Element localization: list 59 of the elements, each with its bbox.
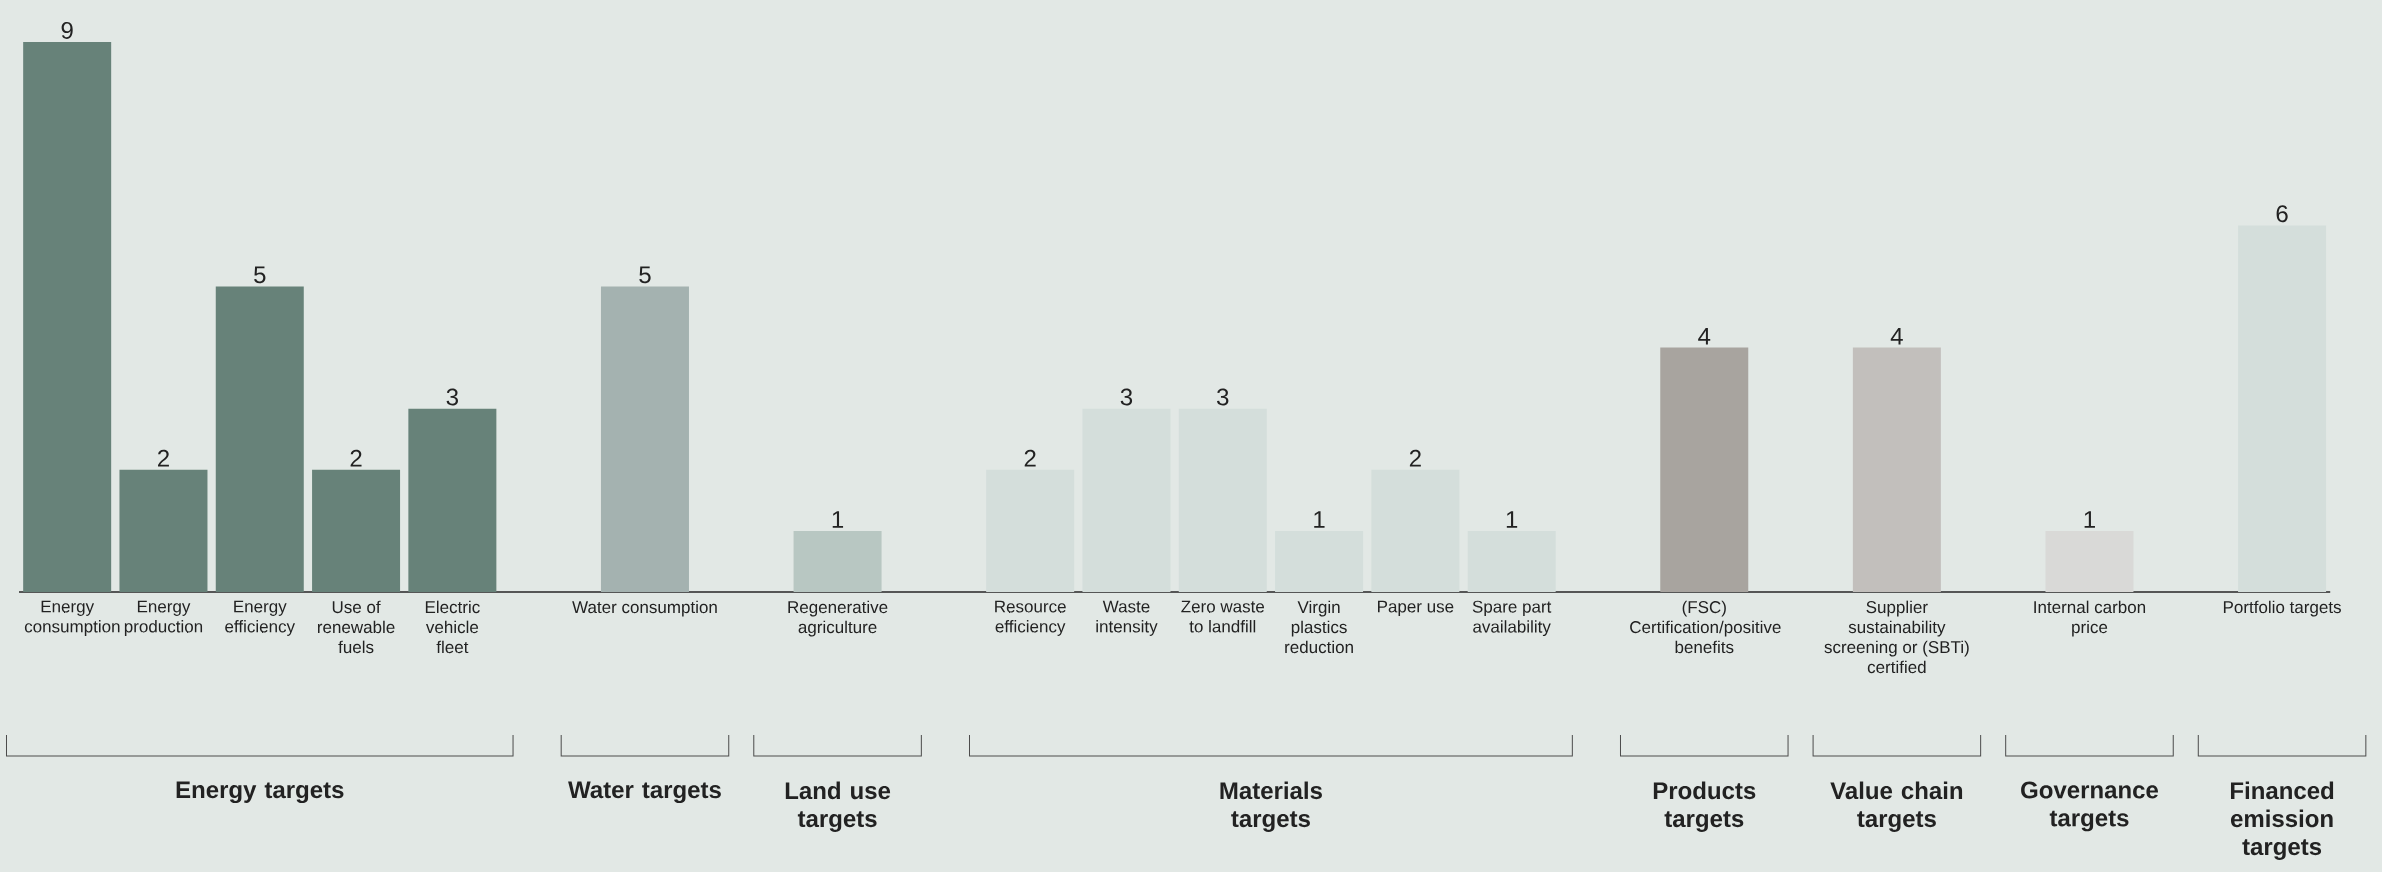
x-tick-label: Resource efficiency <box>995 600 1066 636</box>
bar <box>793 530 882 592</box>
bar <box>1178 408 1267 592</box>
bar <box>1371 469 1460 592</box>
x-tick-label: Waste intensity <box>1096 600 1158 636</box>
text: Products targets <box>1653 781 1756 832</box>
text: Value chain targets <box>1830 781 1963 832</box>
data-label: 9 <box>61 21 73 39</box>
data-label: 3 <box>446 388 458 406</box>
bar <box>2045 530 2134 592</box>
text: Materials targets <box>1220 781 1322 832</box>
data-label: 1 <box>1314 511 1325 528</box>
data-label: 2 <box>1409 449 1421 467</box>
data-label: 1 <box>1506 511 1518 528</box>
bar <box>1852 347 1941 592</box>
x-tick-label: (FSC) Certification/positive benefits <box>1630 600 1781 654</box>
x-tick-label: Electric vehicle fleet <box>425 600 480 654</box>
text: Land use targets <box>785 781 891 832</box>
x-tick-label: Virgin plastics reduction <box>1285 600 1353 654</box>
x-tick-label: Energy consumption <box>24 600 120 636</box>
data-label: 6 <box>2276 205 2288 223</box>
bar <box>2238 225 2327 592</box>
data-label: 3 <box>1120 388 1133 406</box>
data-label: 2 <box>158 449 169 467</box>
x-tick-label: Paper use <box>1378 600 1454 616</box>
bar <box>986 469 1075 592</box>
bar <box>1275 530 1364 592</box>
data-label: 3 <box>1217 388 1229 406</box>
x-tick-label: Water consumption <box>572 600 717 617</box>
x-tick-label: Spare part availability <box>1472 600 1552 637</box>
x-tick-label: Use of renewable fuels <box>317 600 395 654</box>
data-label: 5 <box>254 266 266 284</box>
bar <box>1082 408 1171 592</box>
text: Governance targets <box>2021 781 2159 832</box>
data-label: 1 <box>2084 511 2095 528</box>
bar <box>23 42 112 592</box>
bar <box>600 286 689 592</box>
bar <box>1660 347 1749 592</box>
bar <box>119 469 208 592</box>
data-label: 2 <box>350 449 362 467</box>
data-label: 1 <box>832 511 844 528</box>
bar <box>408 408 497 592</box>
bar <box>215 286 304 592</box>
bar <box>312 469 401 592</box>
text: Financed emission targets <box>2230 781 2334 860</box>
text: Water targets <box>568 781 721 804</box>
x-tick-label: Energy production <box>124 600 203 636</box>
data-label: 5 <box>639 266 651 284</box>
x-tick-label: Portfolio targets <box>2223 600 2341 617</box>
bar <box>1467 530 1556 592</box>
x-tick-label: Zero waste to landfill <box>1181 600 1265 633</box>
x-tick-label: Regenerative agriculture <box>788 600 888 637</box>
x-tick-label: Internal carbon price <box>2034 600 2146 637</box>
x-tick-label: Energy efficiency <box>225 600 296 636</box>
data-label: 4 <box>1890 327 1903 345</box>
text: Energy targets <box>176 781 344 804</box>
data-label: 2 <box>1024 449 1036 467</box>
x-tick-label: Supplier sustainability screening or (SBTi) certified <box>1824 600 1969 674</box>
data-label: 4 <box>1698 327 1711 345</box>
